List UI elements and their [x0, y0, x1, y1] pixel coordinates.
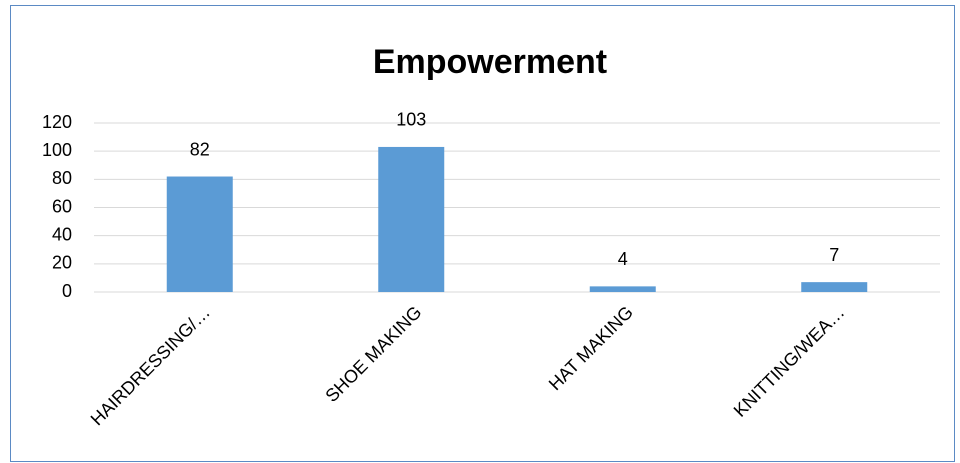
y-tick-label: 80	[52, 168, 72, 188]
y-tick-label: 40	[52, 224, 72, 244]
y-tick-label: 0	[62, 281, 72, 301]
data-label: 4	[618, 249, 628, 269]
y-tick-label: 120	[42, 112, 72, 132]
bar	[589, 286, 656, 292]
data-label: 103	[396, 110, 426, 130]
bar	[378, 146, 445, 292]
y-tick-label: 60	[52, 196, 72, 216]
data-label: 7	[829, 245, 839, 265]
y-tick-label: 20	[52, 253, 72, 273]
chart-title: Empowerment	[373, 43, 607, 81]
bar	[166, 176, 233, 292]
data-label: 82	[190, 139, 210, 159]
bar	[801, 282, 868, 292]
y-tick-label: 100	[42, 140, 72, 160]
